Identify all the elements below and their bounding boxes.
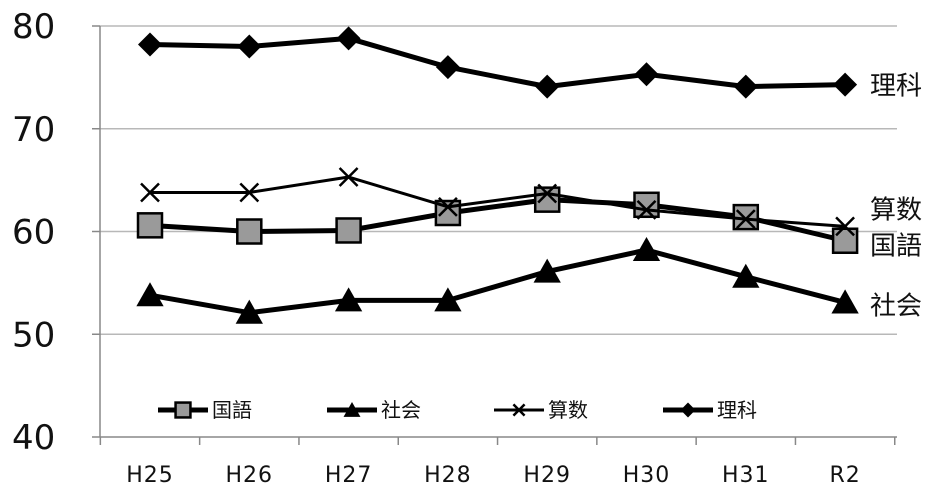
data-point-理科-H29 — [535, 74, 560, 99]
data-point-社会-H31 — [732, 263, 760, 288]
data-point-算数-H31 — [735, 209, 756, 230]
x-tick-label-H26: H26 — [226, 463, 274, 487]
legend-label-算数: 算数 — [548, 398, 588, 422]
legend-item-国語: 国語 — [158, 398, 252, 422]
data-point-国語-H26 — [236, 218, 263, 245]
legend-label-社会: 社会 — [381, 398, 421, 422]
series-line-社会 — [149, 247, 846, 316]
end-label-算数: 算数 — [870, 195, 922, 225]
series-国語 — [136, 186, 859, 254]
data-point-国語-R2 — [831, 227, 859, 254]
data-point-社会-H29 — [533, 258, 561, 283]
data-point-算数-R2 — [835, 216, 855, 237]
y-tick-label-50: 50 — [12, 315, 55, 355]
x-tick-label-H28: H28 — [424, 463, 472, 487]
data-point-算数-H25 — [140, 182, 160, 203]
legend-marker-理科 — [680, 402, 696, 418]
data-point-社会-H30 — [632, 236, 661, 262]
data-point-国語-H25 — [136, 212, 164, 239]
data-point-理科-H28 — [435, 55, 460, 80]
data-point-理科-R2 — [833, 72, 858, 97]
legend-marker-算数 — [512, 403, 526, 417]
data-point-国語-H29 — [533, 186, 561, 213]
legend-marker-国語 — [174, 401, 192, 419]
legend-item-理科: 理科 — [663, 398, 757, 422]
data-point-理科-H25 — [138, 32, 162, 57]
data-point-社会-H27 — [334, 287, 363, 312]
legend-marker-社会 — [343, 401, 361, 417]
series-理科 — [138, 26, 858, 99]
data-point-社会-H26 — [235, 299, 263, 324]
x-tick-label-H29: H29 — [523, 463, 571, 487]
data-point-理科-H26 — [237, 34, 262, 59]
legend-label-国語: 国語 — [212, 398, 252, 422]
series-算数 — [140, 167, 855, 237]
series-社会 — [136, 236, 859, 324]
y-tick-label-60: 60 — [12, 213, 55, 253]
x-tick-label-H30: H30 — [623, 463, 671, 487]
data-point-算数-H29 — [537, 183, 558, 204]
legend: 国語 社会 算数 理科 — [158, 398, 757, 422]
data-point-社会-H28 — [434, 287, 462, 312]
series-line-国語 — [149, 197, 846, 244]
x-tick-label-H27: H27 — [325, 463, 373, 487]
data-point-理科-H31 — [733, 74, 758, 99]
y-tick-label-40: 40 — [12, 418, 55, 458]
legend-label-理科: 理科 — [717, 398, 757, 422]
data-point-算数-H27 — [338, 167, 359, 187]
x-tick-label-H31: H31 — [722, 463, 770, 487]
end-label-理科: 理科 — [870, 72, 922, 102]
data-point-算数-H28 — [438, 196, 458, 217]
axes: 40 50 60 70 80 H25 H26 H27 H28 H29 H30 H31 R2 — [12, 7, 897, 487]
data-point-理科-H30 — [634, 62, 659, 87]
y-tick-label-80: 80 — [12, 7, 55, 47]
data-point-国語-H30 — [633, 191, 660, 219]
end-label-社会: 社会 — [870, 291, 922, 321]
series-line-算数 — [150, 175, 846, 228]
y-tick-label-70: 70 — [12, 110, 55, 150]
end-label-国語: 国語 — [870, 232, 922, 262]
x-tick-label-H25: H25 — [126, 463, 174, 487]
data-point-国語-H27 — [335, 217, 362, 244]
data-point-社会-H25 — [136, 282, 164, 307]
series-line-理科 — [149, 35, 846, 90]
legend-item-算数: 算数 — [494, 398, 588, 422]
data-point-算数-H26 — [239, 182, 260, 203]
data-point-社会-R2 — [831, 289, 859, 314]
legend-item-社会: 社会 — [327, 398, 421, 422]
data-point-理科-H27 — [336, 26, 361, 51]
series-lines — [136, 26, 859, 324]
data-point-算数-H30 — [636, 200, 657, 220]
x-tick-label-R2: R2 — [829, 463, 860, 487]
